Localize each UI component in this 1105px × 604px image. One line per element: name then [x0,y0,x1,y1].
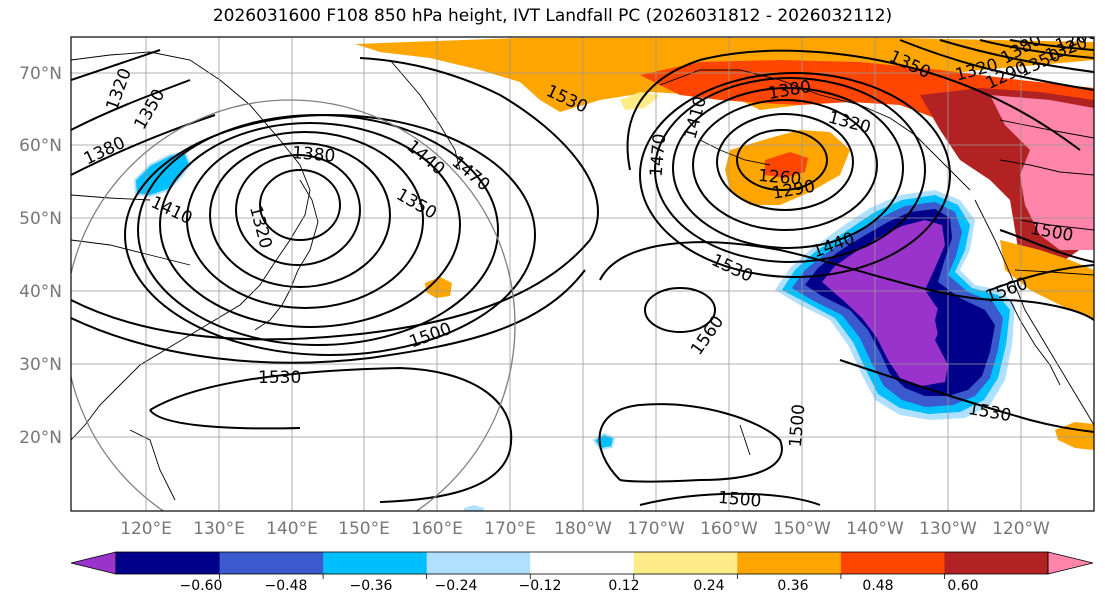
colorbar-tick-label: −0.48 [265,578,308,594]
lon-label: 130°E [193,519,245,539]
shading-cyan-west [133,150,192,198]
colorbar-tick-label: −0.60 [180,578,223,594]
height-contours [71,39,1094,506]
colorbar-tick-label: 0.12 [608,578,639,594]
shading-negative-purple [822,220,948,386]
colorbar-segment [944,552,1049,574]
colorbar-tick-labels: −0.60 −0.48 −0.36 −0.24 −0.12 0.12 0.24 … [180,578,979,594]
shading-cyan-bottom [464,505,484,511]
colorbar-tick-label: 0.24 [693,578,724,594]
colorbar-tick-label: −0.12 [519,578,562,594]
colorbar-extend-high [1047,551,1094,575]
contour-label: 1500 [786,403,810,448]
contour-label: 1410 [681,94,712,141]
colorbar-extend-low [70,551,117,575]
coastlines [71,51,1094,501]
shading-pink [990,95,1094,250]
contour-label: 1260 [757,166,802,190]
contour-label: 1350 [130,86,169,133]
contour-label: 1500 [717,488,762,512]
colorbar-tick-label: −0.36 [350,578,393,594]
lon-label: 150°E [338,519,390,539]
lat-label: 20°N [19,428,62,448]
map-title: 2026031600 F108 850 hPa height, IVT Land… [212,6,893,26]
lon-label: 150°W [773,519,831,539]
lon-label: 170°E [484,519,536,539]
longitude-labels: 120°E 130°E 140°E 150°E 160°E 170°E 180°… [120,519,1050,539]
shading-sw-orange [1055,422,1094,450]
lon-label: 160°W [700,519,758,539]
contour-label: 1440 [403,136,449,179]
colorbar-segment [219,552,324,574]
contour-label: 1560 [687,312,728,359]
contour-label: 1530 [967,399,1013,426]
contour-label: 1530 [708,250,756,286]
lat-label: 50°N [19,209,62,229]
lon-label: 170°W [627,519,685,539]
colorbar-tick-label: −0.24 [435,578,478,594]
contour-label: 1470 [647,133,671,178]
colorbar-outline [115,551,1049,575]
colorbar-segment [116,552,221,574]
colorbar-segment [323,552,428,574]
lon-label: 180°W [554,519,612,539]
contour-label: 1380 [291,143,336,167]
map-frame [70,36,1095,512]
contour-label: 1410 [148,192,196,228]
lon-label: 140°W [846,519,904,539]
contour-label: 1320 [826,108,873,139]
lon-label: 130°W [919,519,977,539]
colorbar [70,551,1094,579]
lat-label: 30°N [19,355,62,375]
shading-small-orange [425,277,452,298]
shading-gulf-center [765,152,808,178]
contour-label: 1530 [258,368,301,388]
latitude-labels: 70°N 60°N 50°N 40°N 30°N 20°N [19,64,62,448]
lat-label: 70°N [19,64,62,84]
lat-label: 40°N [19,282,62,302]
colorbar-segment [633,552,738,574]
lon-label: 120°W [992,519,1050,539]
colorbar-segment [840,552,945,574]
map-area: 1320 1350 1380 1410 1380 1320 1350 1440 … [71,37,1094,512]
lon-label: 120°E [120,519,172,539]
lon-label: 140°E [266,519,318,539]
contour-label: 1380 [81,133,129,169]
colorbar-tick-label: 0.48 [862,578,893,594]
colorbar-segment [426,552,531,574]
reference-circle [71,99,516,511]
lon-label: 160°E [411,519,463,539]
shading-orange-east [1000,240,1094,320]
colorbar-tick-label: 0.60 [947,578,978,594]
colorbar-segment [530,552,635,574]
colorbar-tick-label: 0.36 [777,578,808,594]
colorbar-segment [737,552,842,574]
shading-cyan-small [592,432,616,451]
lat-label: 60°N [19,136,62,156]
